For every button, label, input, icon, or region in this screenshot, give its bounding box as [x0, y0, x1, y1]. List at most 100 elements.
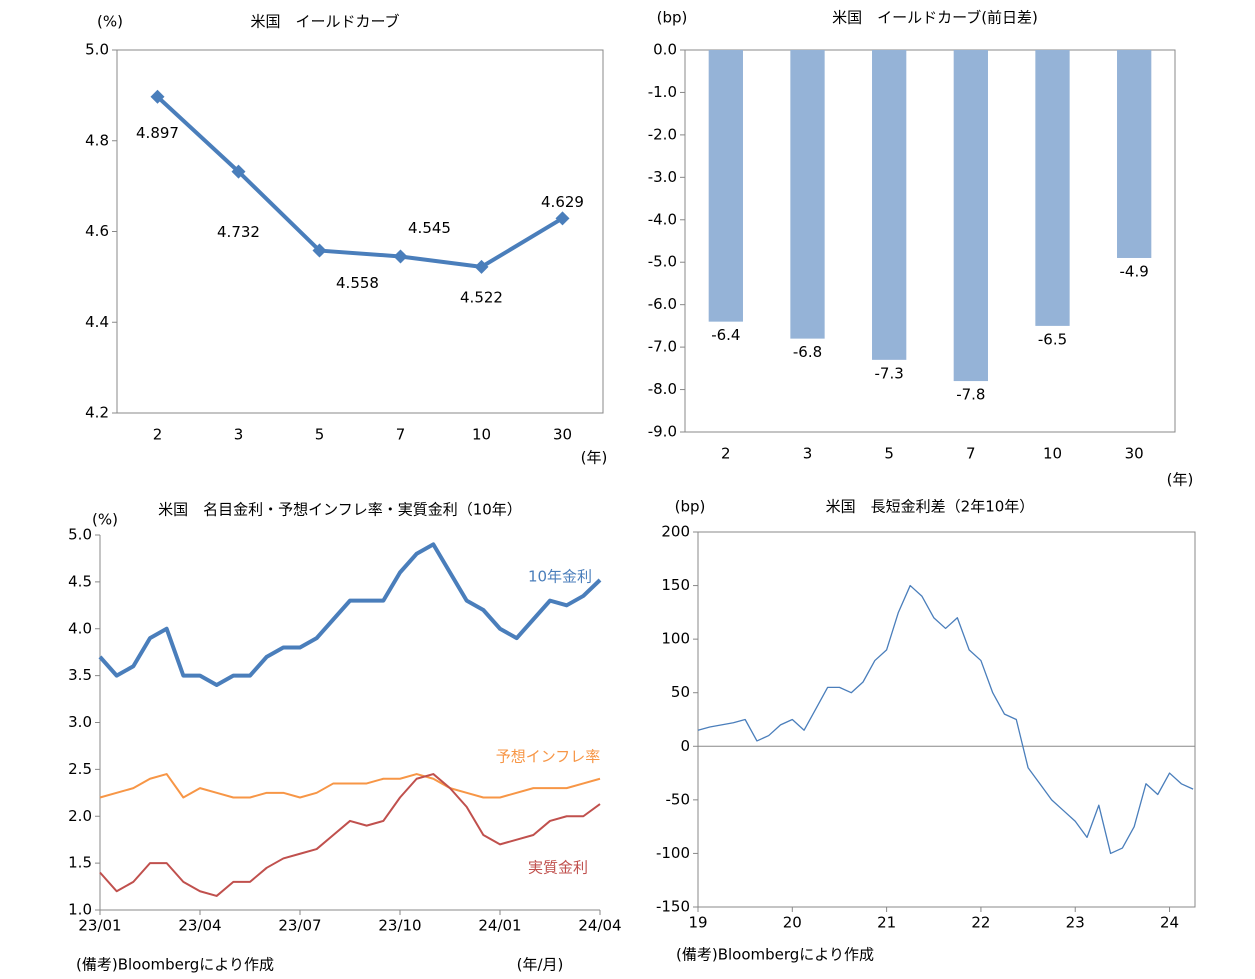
- y-tick-label: -7.0: [648, 338, 677, 356]
- marker: [312, 243, 327, 258]
- bar: [1035, 50, 1070, 326]
- plot-frame: [116, 49, 604, 414]
- y-tick-label: -8.0: [648, 380, 677, 398]
- x-tick-label: 2: [153, 426, 163, 444]
- x-tick-label: 7: [396, 426, 406, 444]
- chart-title: 米国 イールドカーブ: [250, 13, 399, 31]
- x-tick-label: 3: [234, 426, 244, 444]
- y-tick-label: 4.5: [68, 572, 92, 590]
- x-tick-label: 20: [783, 914, 802, 932]
- chart-title: 米国 イールドカーブ(前日差): [832, 9, 1038, 27]
- x-axis-label: (年): [581, 449, 608, 467]
- y-tick-label: -6.0: [648, 295, 677, 313]
- y-tick-label: -100: [656, 844, 690, 862]
- x-tick-label: 23: [1066, 914, 1085, 932]
- y-tick-label: -5.0: [648, 253, 677, 271]
- marker: [474, 259, 489, 274]
- x-tick-label: 5: [315, 426, 325, 444]
- x-tick-label: 24/04: [578, 917, 621, 935]
- y-tick-label: 4.4: [85, 313, 109, 331]
- y-tick-label: 50: [671, 683, 690, 701]
- x-tick-label: 10: [1043, 445, 1062, 463]
- note: (備考)Bloombergにより作成: [76, 956, 274, 974]
- x-tick-label: 23/01: [78, 917, 121, 935]
- y-tick-label: 5.0: [68, 526, 92, 544]
- y-tick-label: 1.0: [68, 901, 92, 919]
- y-axis-label: (%): [97, 13, 123, 31]
- note: (備考)Bloombergにより作成: [676, 946, 874, 964]
- x-tick-label: 3: [803, 445, 813, 463]
- marker: [231, 164, 246, 179]
- x-tick-label: 19: [688, 914, 707, 932]
- x-tick-label: 24: [1160, 914, 1179, 932]
- y-tick-label: 4.8: [85, 131, 109, 149]
- y-tick-label: -150: [656, 898, 690, 916]
- y-tick-label: 4.2: [85, 404, 109, 422]
- x-tick-label: 30: [553, 426, 572, 444]
- x-tick-label: 30: [1125, 445, 1144, 463]
- series-label: 実質金利: [528, 859, 588, 877]
- chart-title: 米国 長短金利差（2年10年）: [826, 498, 1035, 516]
- bar: [872, 50, 907, 360]
- y-tick-label: -2.0: [648, 125, 677, 143]
- y-tick-label: 5.0: [85, 41, 109, 59]
- x-axis-label: (年/月): [517, 956, 564, 974]
- marker: [150, 89, 165, 104]
- x-tick-label: 5: [884, 445, 894, 463]
- y-tick-label: -9.0: [648, 423, 677, 441]
- y-tick-label: 1.5: [68, 854, 92, 872]
- series-label: 10年金利: [528, 568, 592, 586]
- value-label: 4.897: [136, 124, 179, 142]
- y-tick-label: 4.6: [85, 222, 109, 240]
- value-label: -4.9: [1120, 262, 1149, 280]
- x-tick-label: 23/10: [378, 917, 421, 935]
- value-label: -6.5: [1038, 330, 1067, 348]
- series-line: [99, 773, 601, 897]
- value-label: 4.558: [336, 274, 379, 292]
- series-line: [697, 584, 1194, 855]
- y-tick-label: 4.0: [68, 619, 92, 637]
- x-tick-label: 22: [971, 914, 990, 932]
- value-label: -7.8: [956, 386, 985, 404]
- y-tick-label: -50: [666, 790, 691, 808]
- value-label: 4.629: [541, 193, 584, 211]
- plot-frame: [684, 49, 1176, 433]
- series-label: 予想インフレ率: [496, 748, 601, 766]
- value-label: -6.4: [711, 326, 740, 344]
- value-label: 4.522: [460, 288, 503, 306]
- y-axis-label: (bp): [657, 9, 688, 27]
- y-tick-label: 2.5: [68, 760, 92, 778]
- y-tick-label: -3.0: [648, 168, 677, 186]
- x-tick-label: 21: [877, 914, 896, 932]
- x-tick-label: 24/01: [478, 917, 521, 935]
- bar: [790, 50, 825, 339]
- y-axis-label: (bp): [675, 498, 706, 516]
- y-tick-label: 0: [680, 737, 690, 755]
- series-line: [98, 542, 602, 687]
- bar: [1117, 50, 1152, 258]
- bar: [953, 50, 988, 382]
- series-line: [156, 95, 564, 269]
- y-tick-label: 3.0: [68, 713, 92, 731]
- series-line: [99, 773, 601, 799]
- value-label: -7.3: [875, 364, 904, 382]
- x-axis-label: (年): [1167, 471, 1194, 489]
- y-tick-label: 0.0: [653, 41, 677, 59]
- y-tick-label: -4.0: [648, 210, 677, 228]
- y-tick-label: 100: [661, 630, 690, 648]
- value-label: 4.732: [217, 223, 260, 241]
- marker: [393, 249, 408, 264]
- y-tick-label: 150: [661, 576, 690, 594]
- x-tick-label: 23/04: [178, 917, 221, 935]
- value-label: 4.545: [408, 219, 451, 237]
- plot-frame: [697, 531, 1196, 908]
- y-axis-label: (%): [92, 511, 118, 529]
- chart-title: 米国 名目金利・予想インフレ率・実質金利（10年）: [158, 501, 522, 519]
- y-tick-label: 2.0: [68, 807, 92, 825]
- x-tick-label: 2: [721, 445, 731, 463]
- y-tick-label: -1.0: [648, 83, 677, 101]
- x-tick-label: 10: [472, 426, 491, 444]
- bar: [708, 50, 743, 322]
- x-tick-label: 7: [966, 445, 976, 463]
- y-tick-label: 200: [661, 523, 690, 541]
